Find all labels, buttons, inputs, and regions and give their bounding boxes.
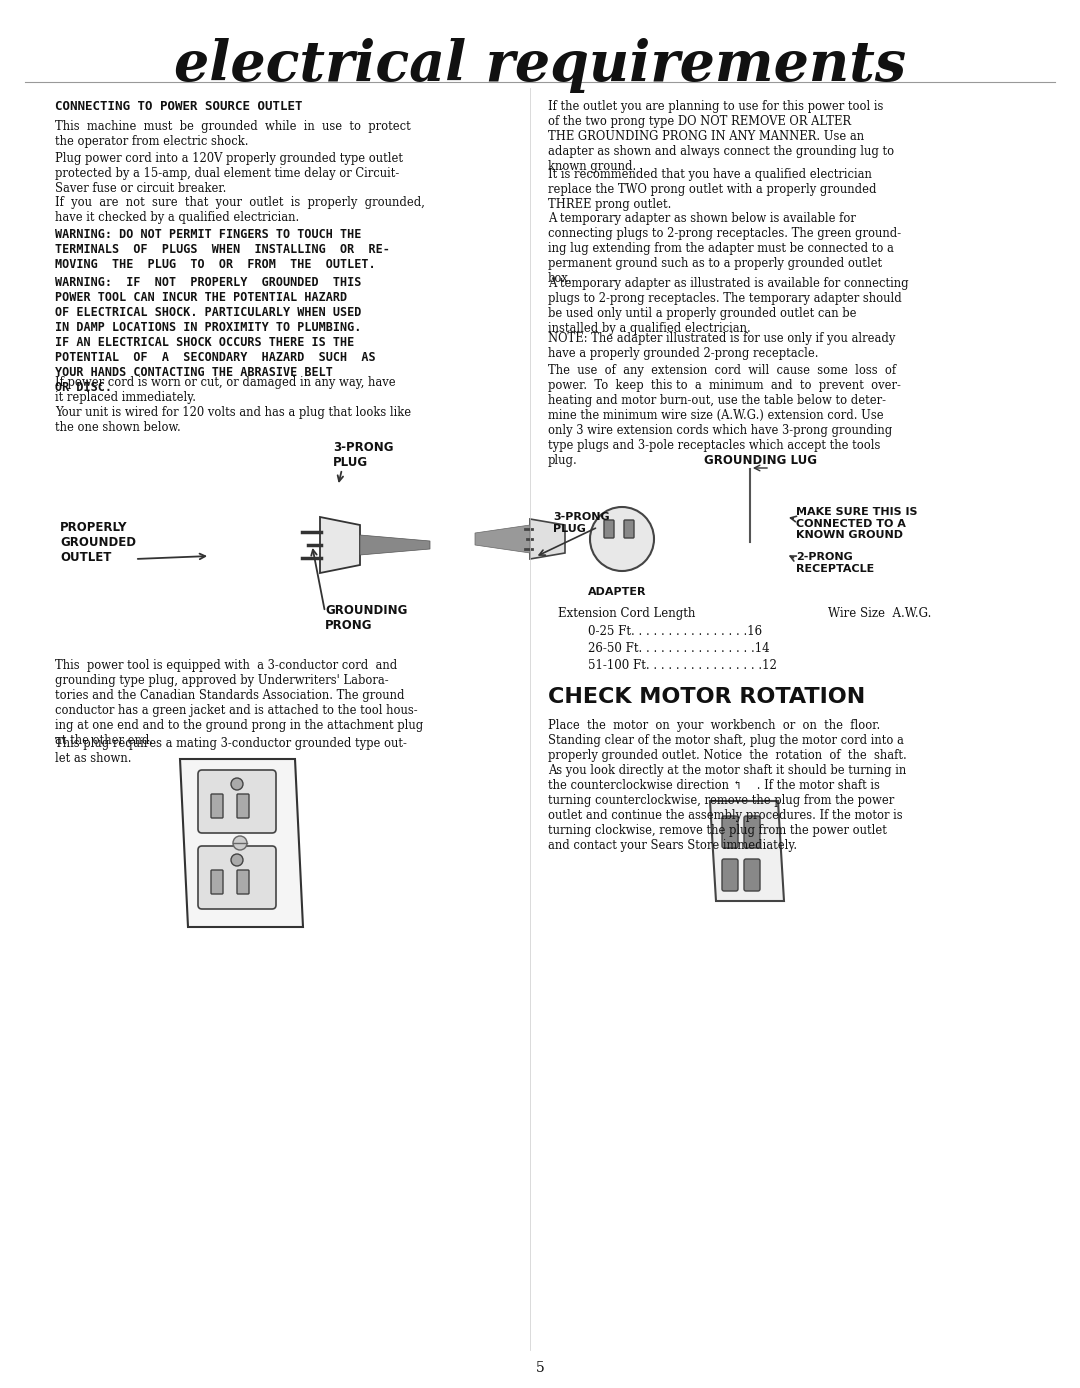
FancyBboxPatch shape bbox=[744, 859, 760, 891]
Text: WARNING: DO NOT PERMIT FINGERS TO TOUCH THE
TERMINALS  OF  PLUGS  WHEN  INSTALLI: WARNING: DO NOT PERMIT FINGERS TO TOUCH … bbox=[55, 228, 390, 271]
Text: A temporary adapter as shown below is available for
connecting plugs to 2-prong : A temporary adapter as shown below is av… bbox=[548, 212, 901, 285]
Text: 3-PRONG
PLUG: 3-PRONG PLUG bbox=[333, 441, 393, 469]
Text: 3-PRONG
PLUG: 3-PRONG PLUG bbox=[553, 512, 609, 533]
Text: A temporary adapter as illustrated is available for connecting
plugs to 2-prong : A temporary adapter as illustrated is av… bbox=[548, 278, 908, 335]
FancyBboxPatch shape bbox=[198, 770, 276, 833]
Polygon shape bbox=[320, 516, 360, 573]
Circle shape bbox=[590, 507, 654, 570]
Text: If the outlet you are planning to use for this power tool is
of the two prong ty: If the outlet you are planning to use fo… bbox=[548, 100, 894, 174]
Text: CONNECTING TO POWER SOURCE OUTLET: CONNECTING TO POWER SOURCE OUTLET bbox=[55, 100, 302, 112]
FancyBboxPatch shape bbox=[198, 847, 276, 909]
FancyBboxPatch shape bbox=[211, 870, 222, 894]
Text: PROPERLY
GROUNDED
OUTLET: PROPERLY GROUNDED OUTLET bbox=[60, 520, 136, 564]
Text: If  you  are  not  sure  that  your  outlet  is  properly  grounded,
have it che: If you are not sure that your outlet is … bbox=[55, 196, 424, 223]
Text: Plug power cord into a 120V properly grounded type outlet
protected by a 15-amp,: Plug power cord into a 120V properly gro… bbox=[55, 153, 403, 194]
FancyBboxPatch shape bbox=[744, 816, 760, 848]
Text: 0-25 Ft. . . . . . . . . . . . . . . .16: 0-25 Ft. . . . . . . . . . . . . . . .16 bbox=[588, 625, 762, 638]
Polygon shape bbox=[475, 525, 530, 552]
Text: Extension Cord Length: Extension Cord Length bbox=[558, 607, 696, 620]
FancyBboxPatch shape bbox=[723, 816, 738, 848]
Text: MAKE SURE THIS IS
CONNECTED TO A
KNOWN GROUND: MAKE SURE THIS IS CONNECTED TO A KNOWN G… bbox=[796, 507, 918, 540]
Polygon shape bbox=[360, 534, 430, 555]
Polygon shape bbox=[710, 801, 784, 901]
Text: It is recommended that you have a qualified electrician
replace the TWO prong ou: It is recommended that you have a qualif… bbox=[548, 168, 877, 211]
Text: electrical requirements: electrical requirements bbox=[174, 37, 906, 93]
Circle shape bbox=[231, 854, 243, 866]
Text: Wire Size  A.W.G.: Wire Size A.W.G. bbox=[828, 607, 931, 620]
Text: The  use  of  any  extension  cord  will  cause  some  loss  of
power.  To  keep: The use of any extension cord will cause… bbox=[548, 364, 901, 466]
Text: CHECK MOTOR ROTATION: CHECK MOTOR ROTATION bbox=[548, 687, 865, 706]
Text: Place  the  motor  on  your  workbench  or  on  the  floor.
Standing clear of th: Place the motor on your workbench or on … bbox=[548, 719, 907, 852]
Text: GROUNDING LUG: GROUNDING LUG bbox=[703, 454, 816, 466]
Circle shape bbox=[231, 779, 243, 790]
Polygon shape bbox=[530, 519, 565, 559]
Text: 5: 5 bbox=[536, 1362, 544, 1376]
Circle shape bbox=[233, 836, 247, 849]
Text: This plug requires a mating 3-conductor grounded type out-
let as shown.: This plug requires a mating 3-conductor … bbox=[55, 737, 407, 765]
Polygon shape bbox=[180, 759, 303, 927]
Text: 26-50 Ft. . . . . . . . . . . . . . . .14: 26-50 Ft. . . . . . . . . . . . . . . .1… bbox=[588, 643, 770, 655]
Text: GROUNDING
PRONG: GROUNDING PRONG bbox=[325, 604, 407, 632]
FancyBboxPatch shape bbox=[211, 794, 222, 818]
Text: This  power tool is equipped with  a 3-conductor cord  and
grounding type plug, : This power tool is equipped with a 3-con… bbox=[55, 659, 423, 747]
Text: Your unit is wired for 120 volts and has a plug that looks like
the one shown be: Your unit is wired for 120 volts and has… bbox=[55, 407, 411, 434]
FancyBboxPatch shape bbox=[237, 870, 249, 894]
Text: NOTE: The adapter illustrated is for use only if you already
have a properly gro: NOTE: The adapter illustrated is for use… bbox=[548, 332, 895, 359]
FancyBboxPatch shape bbox=[604, 520, 615, 539]
Text: 2-PRONG
RECEPTACLE: 2-PRONG RECEPTACLE bbox=[796, 552, 874, 573]
FancyBboxPatch shape bbox=[237, 794, 249, 818]
FancyBboxPatch shape bbox=[624, 520, 634, 539]
FancyBboxPatch shape bbox=[723, 859, 738, 891]
Text: WARNING:  IF  NOT  PROPERLY  GROUNDED  THIS
POWER TOOL CAN INCUR THE POTENTIAL H: WARNING: IF NOT PROPERLY GROUNDED THIS P… bbox=[55, 276, 376, 394]
Text: This  machine  must  be  grounded  while  in  use  to  protect
the operator from: This machine must be grounded while in u… bbox=[55, 119, 410, 149]
Text: 51-100 Ft. . . . . . . . . . . . . . . .12: 51-100 Ft. . . . . . . . . . . . . . . .… bbox=[588, 659, 777, 672]
Text: If power cord is worn or cut, or damaged in any way, have
it replaced immediatel: If power cord is worn or cut, or damaged… bbox=[55, 376, 395, 404]
Text: ADAPTER: ADAPTER bbox=[588, 587, 646, 597]
